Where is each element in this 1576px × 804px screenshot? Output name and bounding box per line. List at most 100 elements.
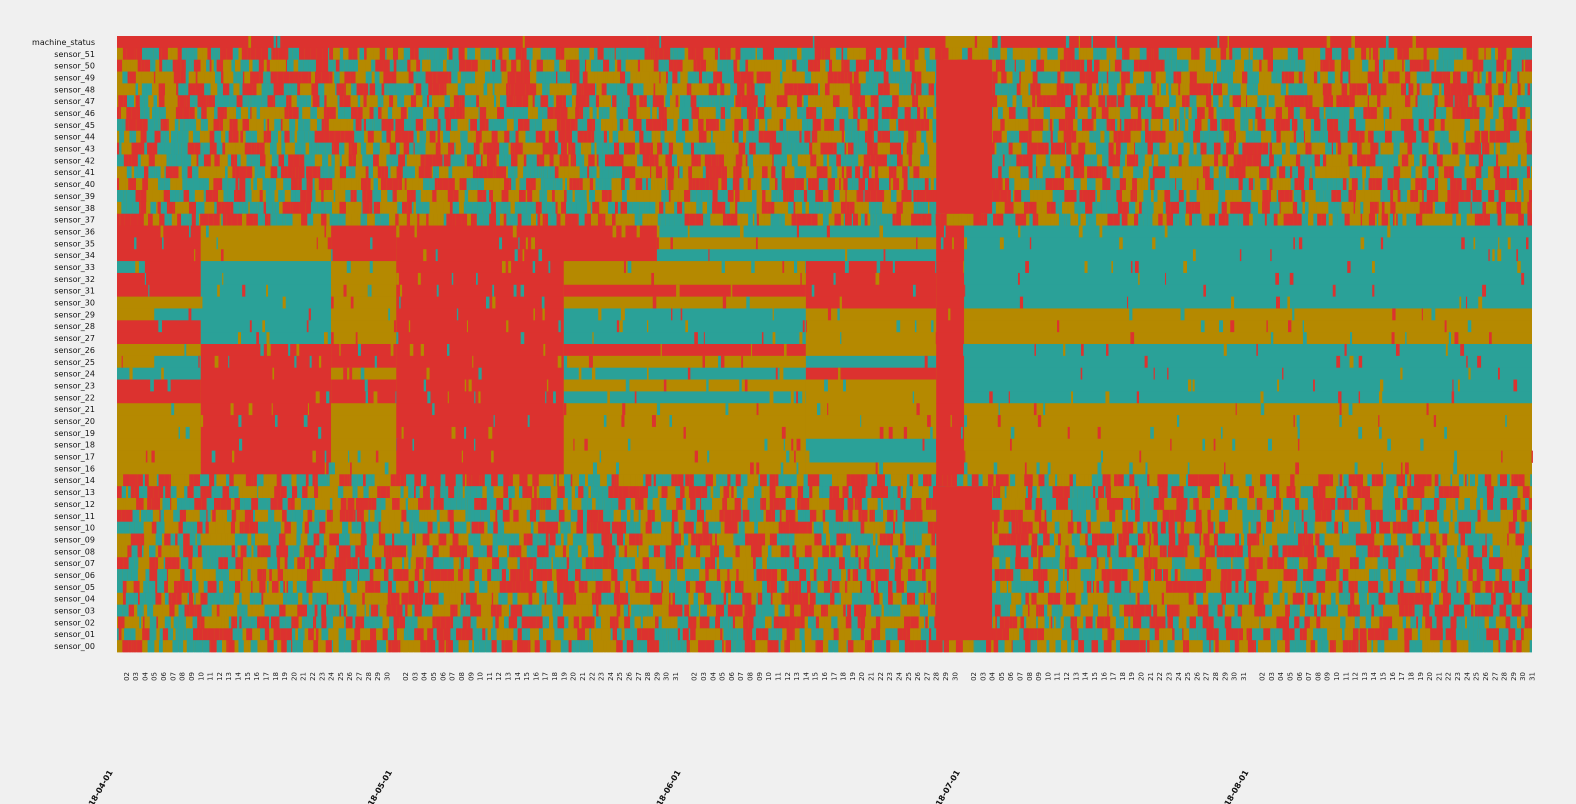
heatmap-cell bbox=[841, 130, 844, 144]
heatmap-cell bbox=[628, 118, 634, 132]
heatmap-cell bbox=[1148, 118, 1151, 132]
heatmap-cell bbox=[716, 83, 721, 96]
heatmap-cell bbox=[658, 107, 665, 120]
heatmap-cell bbox=[206, 107, 209, 120]
heatmap-cell bbox=[1015, 59, 1020, 72]
heatmap-cell bbox=[664, 107, 667, 120]
heatmap-cell bbox=[169, 130, 171, 144]
heatmap-cell bbox=[1095, 166, 1099, 179]
heatmap-cell bbox=[470, 118, 477, 132]
heatmap-cell bbox=[609, 130, 613, 144]
heatmap-cell bbox=[770, 71, 776, 84]
heatmap-cell bbox=[677, 83, 679, 96]
heatmap-cell bbox=[278, 190, 285, 203]
heatmap-cell bbox=[584, 47, 590, 61]
heatmap-cell bbox=[1341, 142, 1346, 155]
heatmap-cell bbox=[1096, 83, 1100, 96]
heatmap-cell bbox=[758, 130, 764, 144]
heatmap-cell bbox=[1312, 142, 1319, 155]
heatmap-cell bbox=[1067, 130, 1072, 144]
heatmap-cell bbox=[1164, 59, 1172, 72]
heatmap-cell bbox=[248, 190, 252, 203]
heatmap-cell bbox=[1115, 36, 1118, 49]
heatmap-cell bbox=[555, 47, 561, 61]
heatmap-cell bbox=[1434, 166, 1439, 179]
heatmap-cell bbox=[800, 142, 805, 155]
heatmap-cell bbox=[197, 95, 199, 108]
heatmap-cell bbox=[735, 154, 743, 167]
heatmap-cell bbox=[240, 71, 243, 84]
heatmap-cell bbox=[1517, 83, 1521, 96]
heatmap-cell bbox=[263, 71, 266, 84]
heatmap-cell bbox=[337, 95, 340, 108]
heatmap-cell bbox=[1428, 130, 1434, 144]
heatmap-cell bbox=[1092, 154, 1097, 167]
heatmap-cell bbox=[696, 190, 702, 203]
heatmap-cell bbox=[785, 107, 791, 120]
heatmap-cell bbox=[1363, 201, 1370, 215]
heatmap-cell bbox=[329, 83, 336, 96]
heatmap-cell bbox=[1447, 190, 1451, 203]
heatmap-cell bbox=[1200, 201, 1205, 215]
heatmap-cell bbox=[289, 71, 295, 84]
heatmap-cell bbox=[167, 107, 174, 120]
heatmap-cell bbox=[532, 154, 537, 167]
heatmap-cell bbox=[1387, 142, 1394, 155]
heatmap-cell bbox=[1499, 142, 1504, 155]
heatmap-cell bbox=[460, 130, 462, 144]
heatmap-cell bbox=[722, 71, 729, 84]
heatmap-cell bbox=[783, 107, 786, 120]
heatmap-cell bbox=[801, 95, 804, 108]
heatmap-cell bbox=[605, 154, 611, 167]
heatmap-cell bbox=[912, 95, 916, 108]
heatmap-cell bbox=[1413, 118, 1419, 132]
heatmap-cell bbox=[1320, 47, 1326, 61]
heatmap-cell bbox=[213, 178, 217, 191]
heatmap-cell bbox=[1213, 95, 1219, 108]
heatmap-cell bbox=[591, 130, 595, 144]
heatmap-cell bbox=[1453, 95, 1455, 108]
heatmap-cell bbox=[461, 95, 465, 108]
heatmap-cell bbox=[1210, 47, 1213, 61]
heatmap-cell bbox=[326, 107, 330, 120]
heatmap-cell bbox=[361, 201, 363, 215]
heatmap-cell bbox=[666, 83, 673, 96]
heatmap-cell bbox=[824, 47, 831, 61]
heatmap-cell bbox=[1383, 107, 1387, 120]
heatmap-cell bbox=[746, 130, 748, 144]
heatmap-cell bbox=[1213, 142, 1221, 155]
heatmap-cell bbox=[578, 47, 582, 61]
heatmap-cell bbox=[271, 130, 277, 144]
heatmap-cell bbox=[1229, 130, 1231, 144]
heatmap-cell bbox=[1351, 47, 1355, 61]
heatmap-cell bbox=[1354, 59, 1360, 72]
heatmap-cell bbox=[1457, 47, 1463, 61]
heatmap-cell bbox=[914, 83, 916, 96]
heatmap-cell bbox=[669, 118, 674, 132]
heatmap-cell bbox=[929, 118, 933, 132]
heatmap-cell bbox=[1520, 142, 1527, 155]
heatmap-cell bbox=[690, 142, 695, 155]
heatmap-cell bbox=[675, 95, 679, 108]
heatmap-cell bbox=[640, 83, 644, 96]
heatmap-cell bbox=[1274, 47, 1282, 61]
heatmap-cell bbox=[749, 201, 757, 215]
heatmap-cell bbox=[472, 166, 476, 179]
heatmap-cell bbox=[1080, 47, 1084, 61]
heatmap-cell bbox=[1353, 201, 1356, 215]
heatmap-cell bbox=[1327, 178, 1334, 191]
heatmap-cell bbox=[1406, 83, 1409, 96]
heatmap-cell bbox=[246, 154, 252, 167]
heatmap-cell bbox=[1325, 107, 1332, 120]
heatmap-row-sensor_43 bbox=[117, 142, 1532, 155]
heatmap-cell bbox=[674, 166, 678, 179]
heatmap-cell bbox=[324, 201, 326, 215]
heatmap-cell bbox=[1109, 47, 1114, 61]
heatmap-cell bbox=[1182, 95, 1186, 108]
heatmap-cell bbox=[1095, 190, 1098, 203]
heatmap-cell bbox=[827, 118, 834, 132]
heatmap-cell bbox=[546, 201, 553, 215]
heatmap-cell bbox=[606, 130, 610, 144]
heatmap-cell bbox=[1061, 166, 1063, 179]
heatmap-cell bbox=[351, 166, 356, 179]
